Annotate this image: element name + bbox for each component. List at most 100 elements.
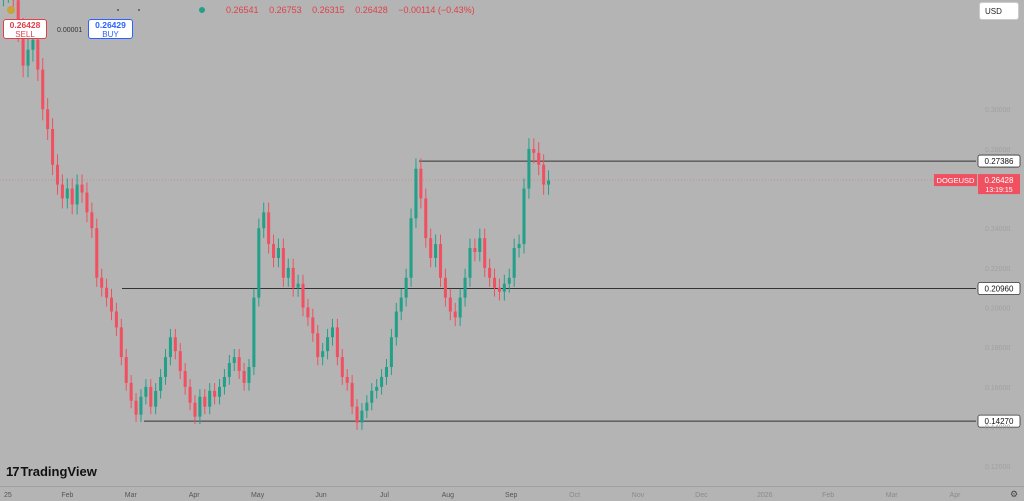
candle	[463, 268, 467, 307]
sell-button[interactable]: 0.26428 SELL	[3, 19, 47, 39]
candle-body	[389, 337, 393, 368]
candle	[497, 278, 501, 301]
candle	[95, 218, 99, 287]
candle-body	[380, 376, 384, 387]
candle-body	[80, 184, 84, 193]
candle-body	[443, 277, 447, 298]
candle-body	[183, 370, 187, 387]
candle-body	[41, 69, 45, 110]
candle	[537, 142, 541, 176]
candle-body	[404, 277, 408, 298]
sell-label: SELL	[15, 30, 35, 39]
candle	[301, 274, 305, 317]
candle	[65, 178, 69, 209]
candle-body	[512, 248, 516, 278]
candle	[272, 234, 276, 268]
candle	[326, 328, 330, 360]
candle-body	[384, 367, 389, 377]
candle	[286, 258, 290, 287]
candle	[478, 228, 482, 262]
candle-body	[458, 297, 462, 318]
level-tag-box	[977, 414, 1021, 428]
candle-body	[213, 390, 217, 397]
tradingview-logo-icon: 17	[6, 464, 20, 479]
candle-body	[247, 367, 251, 383]
symbol-tag-box	[934, 174, 977, 187]
spread-value: 0.00001	[57, 27, 83, 34]
x-tick-label: 25	[4, 492, 12, 499]
candle	[60, 174, 64, 209]
candle-body	[434, 244, 438, 258]
candle	[330, 318, 334, 346]
symbol-tag: DOGEUSD	[934, 174, 977, 187]
candle-body	[321, 351, 325, 358]
candle-body	[527, 148, 531, 189]
candle-body	[267, 212, 271, 245]
y-tick-label: 0.30000	[985, 107, 1010, 114]
y-tick-label: 0.14000	[985, 425, 1010, 432]
y-tick-label: 0.16000	[985, 385, 1010, 392]
sell-price: 0.26428	[9, 20, 41, 30]
candle-body	[218, 386, 222, 397]
top-bar: 0.26541 0.26753 0.26315 0.26428 −0.00114…	[0, 0, 1024, 20]
candle	[154, 383, 158, 415]
candle-body	[100, 277, 104, 288]
level-tag-label: 0.14270	[985, 417, 1014, 426]
candle-body	[198, 396, 202, 417]
candle	[399, 288, 403, 321]
level-tag: 0.20960	[977, 282, 1021, 295]
x-tick-label: Mar	[125, 492, 138, 499]
market-open-icon	[199, 7, 205, 13]
candle-body	[365, 402, 369, 411]
candle	[350, 375, 354, 415]
candle	[527, 138, 531, 199]
candle	[90, 202, 94, 238]
y-tick-label: 0.12000	[985, 464, 1010, 471]
candle-body	[60, 184, 64, 199]
candle-body	[507, 277, 511, 284]
candle	[488, 258, 492, 287]
candle-body	[95, 228, 99, 278]
candle-body	[345, 376, 349, 383]
candle-body	[55, 164, 59, 185]
candle	[365, 395, 369, 419]
candle	[149, 379, 153, 415]
y-tick-label: 0.28000	[985, 147, 1010, 154]
candle	[419, 158, 423, 209]
gear-icon[interactable]: ⚙	[1010, 489, 1019, 499]
candle	[119, 318, 123, 366]
candle-body	[350, 382, 354, 407]
separator-dot-icon	[138, 9, 140, 11]
ohlc-open: 0.26541	[226, 5, 259, 15]
candle-body	[144, 386, 148, 397]
candle-body	[532, 148, 536, 153]
x-tick-label: 2026	[757, 492, 773, 499]
candle	[453, 302, 457, 327]
candle	[306, 298, 310, 327]
x-tick-label: Apr	[950, 492, 962, 499]
last-price-box	[978, 174, 1020, 195]
candle	[51, 118, 55, 176]
candle-body	[134, 400, 138, 415]
x-tick-label: Jun	[315, 492, 326, 499]
candle	[311, 308, 315, 342]
candle-body	[163, 357, 168, 377]
candle	[11, 0, 15, 13]
candle	[168, 328, 172, 366]
candle	[129, 375, 133, 409]
candle-body	[330, 327, 334, 338]
x-tick-label: Apr	[189, 492, 201, 499]
candle	[247, 359, 251, 391]
candle-body	[154, 390, 158, 407]
level-tag: 0.14270	[977, 414, 1021, 428]
candle	[262, 202, 266, 238]
candle-body	[75, 184, 79, 205]
buy-button[interactable]: 0.26429 BUY	[88, 19, 133, 39]
tradingview-logo[interactable]: 17 TradingView	[6, 464, 97, 479]
candle	[507, 268, 511, 293]
currency-select[interactable]: USD	[979, 2, 1019, 20]
candle-body	[90, 212, 94, 229]
symbol-tag-label: DOGEUSD	[937, 176, 976, 185]
